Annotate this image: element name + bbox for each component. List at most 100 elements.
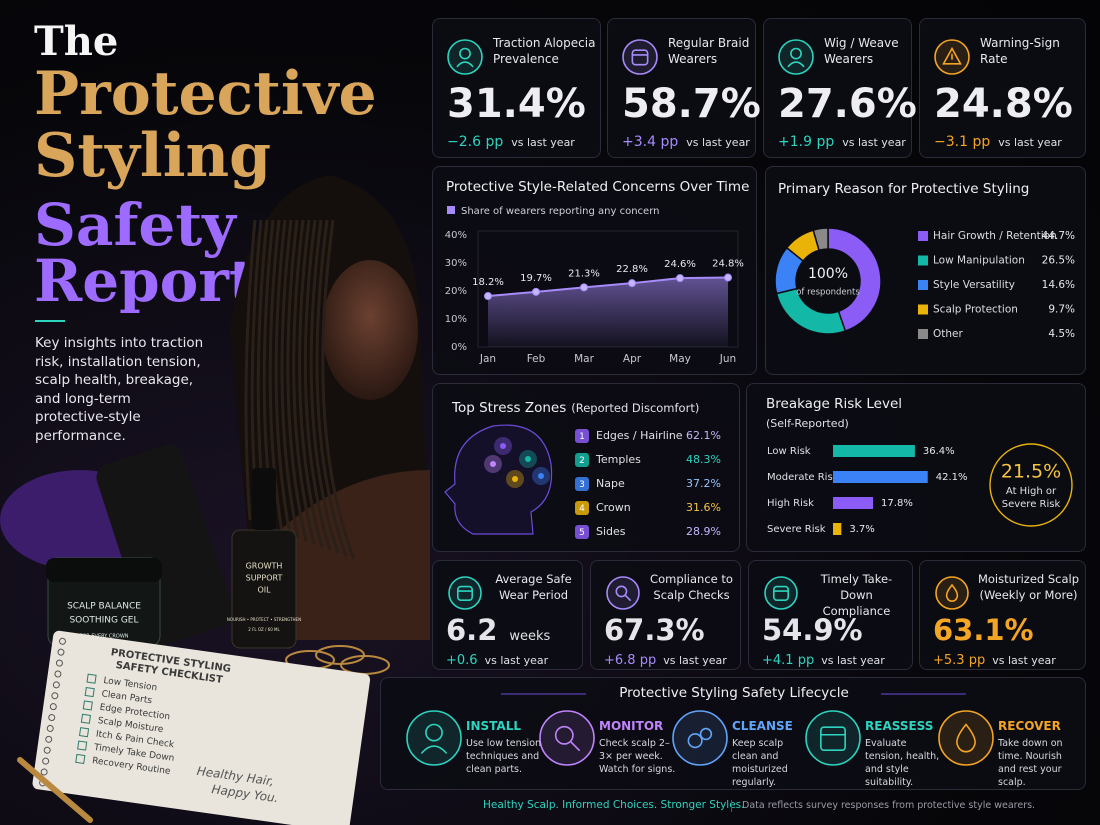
- step-text: Evaluate tension, health, and style suit…: [865, 738, 940, 788]
- kpi-card: Warning-Sign Rate 24.8% −3.1 pp vs last yea…: [919, 18, 1086, 158]
- bar-category: Moderate Risk: [767, 472, 839, 483]
- kpi-card: Wig / Weave Wearers 27.6% +1.9 pp vs last y…: [763, 18, 917, 158]
- icon-glyph: [624, 594, 632, 602]
- value-label: 24.6%: [664, 259, 696, 270]
- icon-glyph: [945, 583, 959, 602]
- kpi-card: Compliance to Scalp Checks 67.3% +6.8 pp vs…: [590, 560, 741, 670]
- icon-ring: [778, 39, 814, 75]
- footer-divider: [731, 800, 732, 812]
- point: [580, 283, 588, 292]
- icon-glyph: [456, 61, 474, 68]
- head-silhouette: [444, 424, 553, 535]
- kpi-note: vs last year: [992, 654, 1056, 667]
- kpi-change-row: +3.4 pp vs last year: [622, 131, 750, 150]
- kpi-change-row: +6.8 pp vs last year: [604, 649, 727, 668]
- legend-value: 14.6%: [1042, 279, 1075, 291]
- y-tick-label: 0%: [451, 342, 467, 353]
- line-chart-card: Protective Style-Related Concerns Over T…: [432, 166, 757, 375]
- kpi-change-row: +4.1 pp vs last year: [762, 649, 885, 668]
- donut-center-label: of respondents: [796, 288, 860, 298]
- zone-dot: [490, 461, 496, 467]
- spiral: [49, 703, 57, 711]
- value-label: 3.7%: [849, 524, 874, 535]
- kpi-value-row: 63.1%: [933, 613, 1034, 647]
- kpi-note: vs last year: [484, 654, 549, 667]
- spiral: [45, 735, 53, 743]
- kpi-unit: weeks: [509, 629, 551, 644]
- zone-value: 48.3%: [686, 453, 721, 466]
- kpi-change-row: +0.6 vs last year: [446, 649, 548, 668]
- jar-label: FOR EVERY CROWN: [80, 634, 129, 640]
- step-name: CLEANSE: [732, 719, 793, 733]
- icon-glyph: [699, 727, 713, 741]
- kpi-value: 67.3%: [604, 613, 705, 647]
- donut-slice: [812, 227, 829, 252]
- kpi-change-row: +5.3 pp vs last year: [933, 649, 1056, 668]
- x-tick-label: Feb: [527, 353, 546, 365]
- kpi-value: 31.4%: [447, 81, 586, 127]
- icon-ring: [672, 710, 728, 766]
- zone-dot: [525, 456, 531, 462]
- braid: [268, 219, 284, 533]
- step-text: Check scalp 2–3× per week. Watch for sig…: [599, 738, 676, 775]
- braid: [292, 219, 316, 545]
- kpi-change: +0.6: [446, 653, 478, 668]
- kpi-change-row: −2.6 pp vs last year: [447, 131, 575, 150]
- x-tick-label: Apr: [623, 353, 642, 365]
- pen: [17, 757, 93, 823]
- kpi-value-row: 54.9%: [762, 613, 863, 647]
- title-line: Report: [34, 247, 256, 315]
- icon-glyph: [456, 585, 473, 602]
- graphic: [447, 39, 483, 75]
- kpi-card: Moisturized Scalp (Weekly or More) 63.1% +…: [919, 560, 1086, 670]
- spiral: [52, 681, 60, 689]
- spiral: [40, 768, 48, 776]
- step-text: Keep scalp clean and moisturized regular…: [732, 738, 788, 788]
- section-title: Protective Styling Safety Lifecycle: [619, 685, 849, 701]
- x-tick-label: Jan: [479, 353, 496, 365]
- icon-ring: [448, 576, 482, 610]
- spiral: [51, 692, 59, 700]
- spiral: [48, 714, 56, 722]
- kpi-change: +6.8 pp: [604, 653, 657, 668]
- spiral: [43, 746, 51, 754]
- graphic: [406, 693, 994, 766]
- kpi-change: +1.9 pp: [778, 134, 835, 150]
- kpi-change: +5.3 pp: [933, 653, 986, 668]
- icon-ring: [406, 710, 462, 766]
- kpi-label: Timely Take-Down Compliance: [820, 572, 893, 618]
- icon-glyph: [956, 723, 976, 753]
- kpi-value: 24.8%: [934, 81, 1073, 127]
- icon-glyph: [687, 733, 703, 749]
- point: [532, 287, 540, 296]
- icon-glyph: [790, 47, 802, 60]
- y-tick-label: 20%: [445, 286, 467, 297]
- stress-zones-card: Top Stress Zones (Reported Discomfort) 1 Ed…: [432, 383, 740, 552]
- spiral: [42, 757, 50, 765]
- value-label: 24.8%: [712, 259, 744, 270]
- zone-value: 31.6%: [686, 501, 721, 514]
- kpi-label: Average Safe Wear Period: [495, 572, 572, 602]
- y-tick-label: 30%: [445, 258, 467, 269]
- donut-card: Primary Reason for Protective Styling 100…: [765, 166, 1086, 375]
- kpi-change-row: +1.9 pp vs last year: [778, 131, 906, 150]
- kpi-note: vs last year: [821, 654, 885, 667]
- bottle-label: SUPPORT: [246, 574, 283, 583]
- lifecycle-card: Protective Styling Safety Lifecycle INSTA…: [380, 677, 1086, 790]
- legend-label: Low Manipulation: [933, 255, 1025, 267]
- step-name: REASSESS: [865, 719, 934, 733]
- kpi-label: Compliance to Scalp Checks: [650, 572, 733, 602]
- bottle-neck: [252, 468, 276, 530]
- point: [484, 292, 492, 301]
- zone-label: Sides: [596, 525, 626, 538]
- rank-badge: [575, 477, 589, 491]
- step-text: Use low tension techniques and clean par…: [466, 738, 542, 775]
- kpi-value-row: 6.2 weeks: [446, 613, 550, 647]
- x-tick-label: May: [669, 353, 691, 365]
- title-line: The: [34, 18, 119, 65]
- kpi-value: 27.6%: [778, 81, 917, 127]
- donut-center-value: 100%: [808, 266, 848, 282]
- rank-number: 2: [579, 456, 585, 466]
- legend-label: Style Versatility: [933, 279, 1015, 291]
